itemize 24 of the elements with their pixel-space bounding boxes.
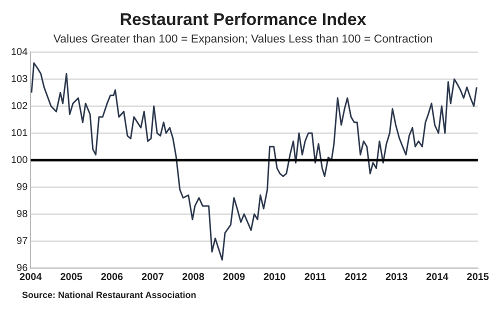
x-tick-label: 2005 — [60, 272, 83, 283]
y-tick-label: 103 — [10, 74, 28, 85]
chart-subtitle: Values Greater than 100 = Expansion; Values Less than 100 = Contraction — [53, 33, 433, 46]
x-tick-label: 2004 — [20, 272, 42, 283]
x-tick-label: 2015 — [466, 272, 490, 283]
x-tick-label: 2008 — [182, 272, 205, 283]
x-tick-label: 2011 — [304, 272, 327, 283]
x-tick-label: 2006 — [100, 272, 124, 283]
x-tick-label: 2007 — [142, 272, 164, 283]
y-tick-label: 97 — [16, 236, 28, 247]
x-tick-label: 2010 — [263, 272, 286, 283]
chart-title: Restaurant Performance Index — [120, 10, 367, 29]
y-tick-label: 102 — [10, 100, 28, 112]
y-tick-label: 104 — [10, 46, 28, 58]
y-tick-label: 98 — [16, 208, 28, 220]
x-tick-label: 2014 — [426, 272, 449, 283]
y-tick-label: 99 — [16, 182, 28, 193]
source-note: Source: National Restaurant Association — [21, 290, 198, 300]
x-tick-label: 2009 — [222, 272, 246, 283]
x-tick-label: 2012 — [344, 272, 368, 283]
y-tick-label: 100 — [10, 154, 28, 166]
y-tick-label: 101 — [10, 128, 28, 139]
y-tick-label: 96 — [16, 262, 28, 274]
x-tick-label: 2013 — [385, 272, 408, 283]
